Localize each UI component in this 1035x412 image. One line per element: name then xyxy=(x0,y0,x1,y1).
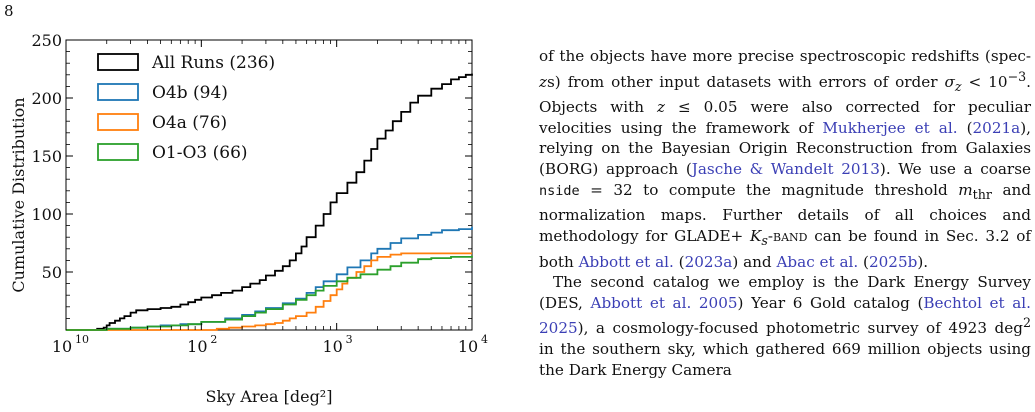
legend: All Runs (236) O4b (94) O4a (76) O1-O3 (66) xyxy=(97,53,275,163)
series-line-2 xyxy=(66,252,472,331)
y-tick-label: 200 xyxy=(31,89,62,108)
nside-code: nside xyxy=(539,182,580,199)
x-tick-label: 10 xyxy=(52,337,72,356)
x-tick-label: 10 xyxy=(187,337,207,356)
y-tick-label: 250 xyxy=(31,31,62,50)
paragraph-des: The second catalog we employ is the Dark… xyxy=(539,273,1031,379)
paragraph-glade: of the objects have more precise spectro… xyxy=(539,47,1032,271)
citation-abac[interactable]: Abac et al. xyxy=(776,252,859,271)
citation-abac-year[interactable]: 2025b xyxy=(868,252,918,271)
plot-area-border xyxy=(65,39,473,331)
series-line-0 xyxy=(66,73,473,331)
citation-mukherjee[interactable]: Mukherjee et al. xyxy=(822,118,958,137)
y-tick-label: 50 xyxy=(42,263,62,282)
legend-label-0: All Runs (236) xyxy=(151,53,275,73)
page-number: 8 xyxy=(4,2,14,20)
x-tick-exponent: 3 xyxy=(346,333,353,346)
cumulative-sky-area-figure: 10 10 10 2 10 3 10 4 50 100 150 200 250 All Runs (23… xyxy=(0,30,520,412)
y-tick-label: 150 xyxy=(31,147,62,166)
x-tick-exponent: 4 xyxy=(481,333,488,346)
x-tick-label: 10 xyxy=(458,337,478,356)
plot-frame xyxy=(65,39,473,331)
legend-swatch-1 xyxy=(97,83,139,101)
series-line-3 xyxy=(66,255,473,331)
x-tick-exponent: 2 xyxy=(210,333,217,346)
series-layer xyxy=(66,73,473,331)
citation-jasche[interactable]: Jasche & Wandelt 2013 xyxy=(691,160,880,179)
citation-abbott-year[interactable]: 2023a xyxy=(684,252,733,271)
citation-abbott[interactable]: Abbott et al. xyxy=(578,252,674,271)
y-axis-label: Cumulative Distribution xyxy=(9,97,28,292)
x-tick-label: 10 xyxy=(322,337,342,356)
series-line-1 xyxy=(66,226,473,331)
legend-swatch-2 xyxy=(97,113,139,131)
legend-label-3: O1-O3 (66) xyxy=(152,143,248,163)
legend-swatch-3 xyxy=(97,143,139,161)
legend-swatch-0 xyxy=(97,53,139,71)
x-axis-label: Sky Area [deg²] xyxy=(206,387,333,406)
body-text-column: of the objects have more precise spectro… xyxy=(539,46,1031,380)
citation-mukherjee-year[interactable]: 2021a xyxy=(972,118,1021,137)
legend-label-1: O4b (94) xyxy=(152,83,228,103)
x-tick-exponent: 10 xyxy=(75,333,89,346)
citation-bechtol[interactable]: Bechtol et al. 2025 xyxy=(539,293,1031,338)
citation-des[interactable]: Abbott et al. 2005 xyxy=(590,293,738,312)
y-tick-label: 100 xyxy=(31,205,62,224)
legend-label-2: O4a (76) xyxy=(152,113,227,133)
